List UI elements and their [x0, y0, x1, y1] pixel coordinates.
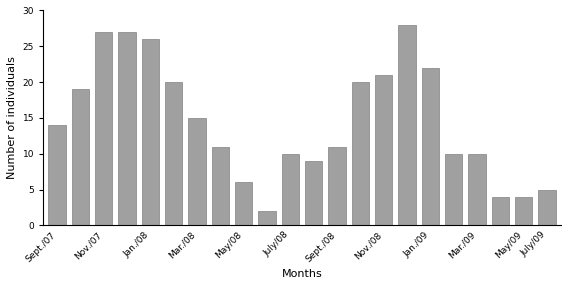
Bar [515, 197, 532, 225]
Bar [445, 154, 462, 225]
Bar [421, 68, 439, 225]
Bar [212, 146, 229, 225]
Bar [258, 211, 276, 225]
Bar [398, 25, 416, 225]
Bar [141, 39, 159, 225]
Bar [118, 32, 136, 225]
Bar [95, 32, 112, 225]
Bar [352, 82, 369, 225]
Bar [468, 154, 486, 225]
Bar [492, 197, 509, 225]
Bar [235, 182, 252, 225]
Bar [305, 161, 323, 225]
Bar [188, 118, 206, 225]
Bar [72, 89, 89, 225]
Bar [328, 146, 346, 225]
Bar [282, 154, 299, 225]
Bar [375, 75, 392, 225]
Bar [165, 82, 182, 225]
Bar [48, 125, 66, 225]
X-axis label: Months: Months [282, 269, 323, 279]
Bar [538, 190, 556, 225]
Y-axis label: Number of individuals: Number of individuals [7, 56, 17, 179]
